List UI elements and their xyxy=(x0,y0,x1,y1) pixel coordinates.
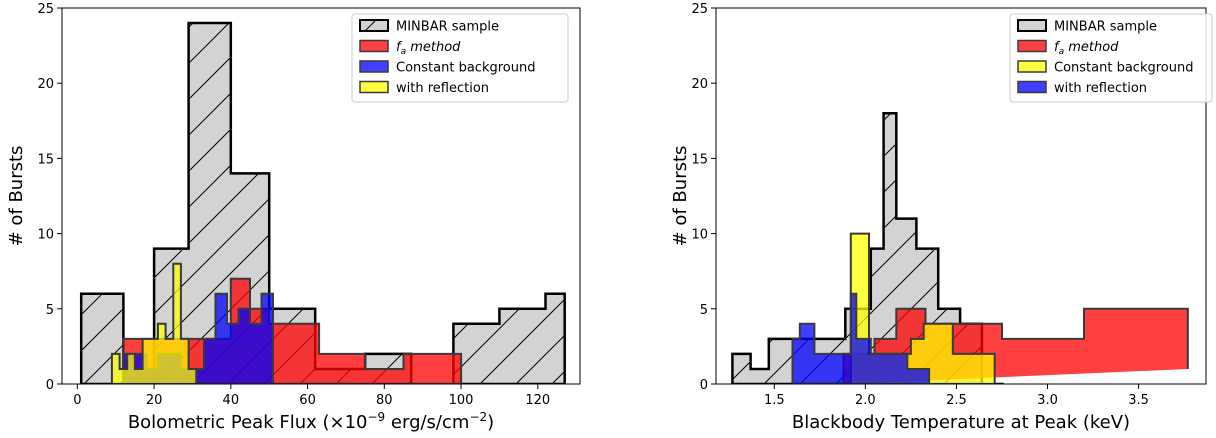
legend-swatch-with-reflection xyxy=(1017,80,1047,94)
plot-area xyxy=(79,21,566,384)
x-tick-label: 3.0 xyxy=(1037,393,1058,408)
chart-blackbody-temperature: 1.5 2.0 2.5 3.0 3.5 0 5 10 15 20 25 Blackbody Tem… xyxy=(670,2,1213,433)
y-tick-label: 10 xyxy=(37,228,54,243)
x-tick-label: 20 xyxy=(146,393,163,408)
legend-swatch-f-a-method xyxy=(359,39,389,53)
legend-swatch-with-reflection xyxy=(359,80,389,94)
histogram-with-reflection xyxy=(110,262,198,384)
x-tick-label: 3.5 xyxy=(1128,393,1149,408)
legend-label-f-a-method: fa method xyxy=(396,40,461,57)
histogram-with-reflection xyxy=(791,292,931,384)
legend-swatch-minbar-sample xyxy=(359,19,389,32)
legend-label-constant-background: Constant background xyxy=(1054,61,1193,76)
legend: MINBAR sample fa method Constant backgroun… xyxy=(1009,13,1213,103)
x-axis: 0 20 40 60 80 100 120 xyxy=(73,384,550,408)
x-axis-label: Bolometric Peak Flux (×10−9 erg/s/cm−2) xyxy=(128,410,494,433)
legend-box xyxy=(1009,13,1213,103)
legend-swatch-constant-background xyxy=(1017,60,1047,73)
y-tick-label: 20 xyxy=(37,77,54,92)
y-tick-label: 25 xyxy=(691,2,708,17)
chart-bolometric-peak-flux: 0 20 40 60 80 100 120 0 5 10 15 20 25 Bolometric Pe… xyxy=(6,2,581,433)
x-tick-label: 100 xyxy=(449,393,474,408)
y-axis: 0 5 10 15 20 25 xyxy=(691,2,716,393)
x-tick-label: 60 xyxy=(299,393,316,408)
axes-frame xyxy=(715,7,1207,385)
plot-area xyxy=(731,112,1189,384)
x-tick-label: 1.5 xyxy=(764,393,785,408)
x-axis-label: Blackbody Temperature at Peak (keV) xyxy=(792,412,1130,433)
y-tick-label: 10 xyxy=(691,228,708,243)
legend-label-with-reflection: with reflection xyxy=(396,81,489,96)
y-tick-label: 20 xyxy=(691,77,708,92)
legend-swatch-constant-background xyxy=(359,60,389,73)
y-tick-label: 0 xyxy=(46,378,54,393)
y-axis-label: # of Bursts xyxy=(6,146,27,247)
legend-label-minbar-sample: MINBAR sample xyxy=(1054,20,1157,35)
legend-swatch-minbar-sample xyxy=(1017,19,1047,32)
legend-box xyxy=(351,13,569,103)
legend-label-f-a-method: fa method xyxy=(1054,40,1119,57)
x-axis: 1.5 2.0 2.5 3.0 3.5 xyxy=(764,384,1149,408)
x-tick-label: 0 xyxy=(73,393,81,408)
x-tick-label: 40 xyxy=(223,393,240,408)
y-tick-label: 5 xyxy=(700,303,708,318)
x-tick-label: 80 xyxy=(376,393,393,408)
x-tick-label: 2.5 xyxy=(946,393,967,408)
x-tick-label: 2.0 xyxy=(855,393,876,408)
y-tick-label: 15 xyxy=(37,152,54,167)
legend: MINBAR sample fa method Constant backgroun… xyxy=(351,13,569,103)
y-tick-label: 25 xyxy=(37,2,54,17)
y-tick-label: 0 xyxy=(700,378,708,393)
legend-label-with-reflection: with reflection xyxy=(1054,81,1147,96)
y-axis-label: # of Bursts xyxy=(670,146,691,247)
axes-frame xyxy=(61,7,581,385)
y-axis: 0 5 10 15 20 25 xyxy=(37,2,62,393)
legend-label-constant-background: Constant background xyxy=(396,61,535,76)
y-tick-label: 5 xyxy=(46,303,54,318)
legend-label-minbar-sample: MINBAR sample xyxy=(396,20,499,35)
y-tick-label: 15 xyxy=(691,152,708,167)
legend-swatch-f-a-method xyxy=(1017,39,1047,53)
histogram-minbar-sample xyxy=(731,112,1004,384)
x-tick-label: 120 xyxy=(525,393,550,408)
